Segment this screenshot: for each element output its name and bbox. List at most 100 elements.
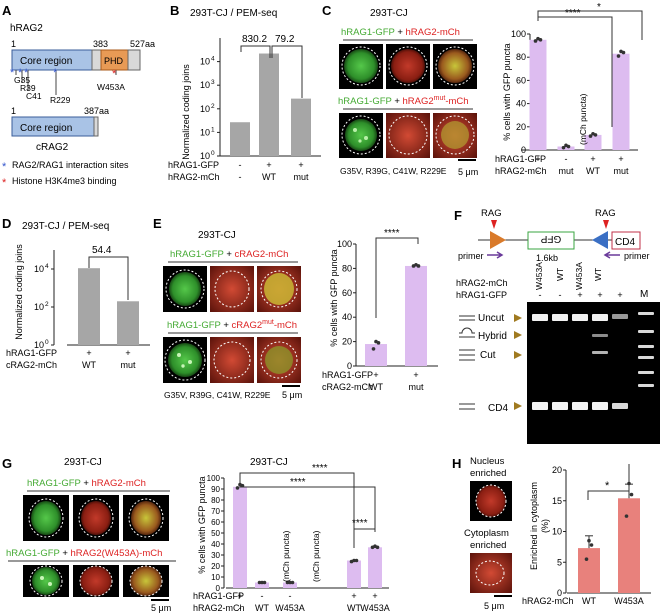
cell-nucleus bbox=[438, 49, 472, 83]
panel-f: F RAG RAG GFP CD4 1.6kb primer primer W4… bbox=[454, 208, 660, 444]
data-point bbox=[561, 145, 566, 150]
condition-rows: + + WT mut bbox=[82, 348, 136, 370]
image-label: enriched bbox=[470, 540, 506, 551]
cell-outline bbox=[388, 46, 428, 86]
bar bbox=[283, 582, 297, 588]
position-label: 387aa bbox=[84, 106, 109, 116]
data-point bbox=[416, 264, 421, 268]
row-label: hRAG1-GFP bbox=[193, 591, 244, 601]
bar bbox=[117, 301, 139, 345]
cell-nucleus bbox=[476, 485, 506, 517]
y-axis-label: % cells with GFP puncta bbox=[502, 43, 512, 140]
y-tick-label: 50 bbox=[211, 529, 220, 538]
y-tick-label: 80 bbox=[516, 52, 526, 62]
cell-nucleus bbox=[168, 343, 202, 377]
sig-bracket bbox=[375, 237, 419, 318]
bar bbox=[405, 265, 427, 366]
puncta bbox=[358, 139, 362, 143]
gel-band bbox=[572, 314, 588, 321]
bar bbox=[368, 547, 382, 588]
cd4-label: CD4 bbox=[615, 237, 635, 248]
scale-label: 5 μm bbox=[282, 390, 302, 400]
y-tick-label: 20 bbox=[342, 337, 352, 347]
condition-cell: mut bbox=[408, 382, 424, 392]
bar bbox=[365, 344, 387, 366]
construct-label: hRAG1-GFP + hRAG2-mCh bbox=[27, 478, 146, 489]
annotation-note: (mCh puncta) bbox=[281, 530, 291, 582]
row-label: hRAG1-GFP bbox=[168, 160, 219, 170]
y-tick-label: 70 bbox=[211, 507, 220, 516]
bar bbox=[529, 39, 547, 150]
data-point bbox=[538, 38, 543, 42]
construct-label: hRAG1-GFP + hRAG2mut-mCh bbox=[338, 95, 469, 107]
band-legend bbox=[459, 315, 475, 410]
y-axis: 0 20 40 60 80 100 bbox=[337, 239, 357, 371]
condition-cell: mut bbox=[293, 172, 309, 182]
cell-outline bbox=[28, 498, 64, 538]
data-point bbox=[533, 39, 538, 43]
y-tick-exponent: 1 bbox=[211, 126, 215, 133]
panel-letter: F bbox=[454, 208, 462, 223]
row-label: hRAG1-GFP bbox=[495, 154, 546, 164]
gel-band bbox=[638, 330, 654, 333]
gel-bands bbox=[532, 312, 654, 410]
cell-outline bbox=[79, 565, 113, 597]
phd-label: PHD bbox=[104, 56, 124, 66]
y-tick-label: 100 bbox=[207, 474, 221, 483]
y-tick-label: 10 bbox=[200, 80, 210, 90]
cell-nucleus bbox=[344, 49, 378, 83]
data-point bbox=[352, 558, 356, 563]
condition-cell: - bbox=[559, 290, 562, 300]
y-tick-label: 20 bbox=[516, 122, 526, 132]
row-label: cRAG2-mCh bbox=[322, 382, 373, 392]
y-tick-label: 80 bbox=[211, 496, 220, 505]
gfp-box bbox=[527, 231, 575, 250]
bar bbox=[255, 582, 269, 588]
gel-band bbox=[638, 312, 654, 315]
condition-cell: - bbox=[539, 290, 542, 300]
data-point bbox=[285, 580, 290, 585]
micrograph-row bbox=[339, 44, 477, 89]
cell-nucleus bbox=[345, 119, 377, 151]
data-point bbox=[262, 580, 267, 585]
mutation-label: G35 bbox=[14, 75, 30, 85]
y-tick-exponent: 2 bbox=[45, 301, 49, 308]
y-tick-label: 100 bbox=[511, 29, 526, 39]
lane-header: W453A bbox=[534, 262, 544, 290]
mutation-list: G35V, R39G, C41W, R229E bbox=[340, 166, 447, 176]
condition-cell: - bbox=[261, 591, 264, 601]
position-label: 1 bbox=[11, 39, 16, 49]
position-label: 1 bbox=[11, 106, 16, 116]
condition-cell: W453A bbox=[614, 596, 644, 606]
y-tick-label: 10 bbox=[200, 127, 210, 137]
condition-cell: mut bbox=[613, 166, 629, 176]
image-label: Nucleus bbox=[470, 456, 505, 467]
w453a-label: W453A bbox=[97, 82, 125, 92]
y-tick-label: 10 bbox=[200, 104, 210, 114]
y-tick-label: 10 bbox=[552, 527, 562, 537]
condition-cell: + bbox=[86, 348, 91, 358]
y-axis-label: Normalized coding joins bbox=[181, 64, 191, 160]
micrograph-red bbox=[210, 337, 254, 383]
lane-header: WT bbox=[593, 268, 603, 281]
y-axis-label: Normalized coding joins bbox=[14, 244, 24, 340]
mutation-list: G35V, R39G, C41W, R229E bbox=[164, 390, 271, 400]
condition-cell: - bbox=[239, 160, 242, 170]
bars bbox=[521, 36, 638, 151]
y-axis-label: (%) bbox=[540, 519, 550, 533]
y-tick-exponent: 0 bbox=[211, 150, 215, 157]
data-point bbox=[589, 543, 594, 547]
cell-nucleus bbox=[81, 501, 111, 535]
row-label: hRAG2-mCh bbox=[193, 603, 245, 613]
y-tick-label: 0 bbox=[347, 361, 352, 371]
y-tick-exponent: 4 bbox=[45, 263, 49, 270]
condition-cell: + bbox=[372, 591, 377, 601]
band-label: Cut bbox=[480, 350, 496, 361]
condition-cell: WT bbox=[82, 360, 96, 370]
fold-change-label: 830.2 bbox=[242, 34, 267, 45]
bars bbox=[226, 482, 389, 589]
cell-outline bbox=[214, 270, 250, 308]
cytoplasm-red bbox=[386, 113, 430, 158]
image-title: 293T-CJ bbox=[370, 8, 408, 19]
